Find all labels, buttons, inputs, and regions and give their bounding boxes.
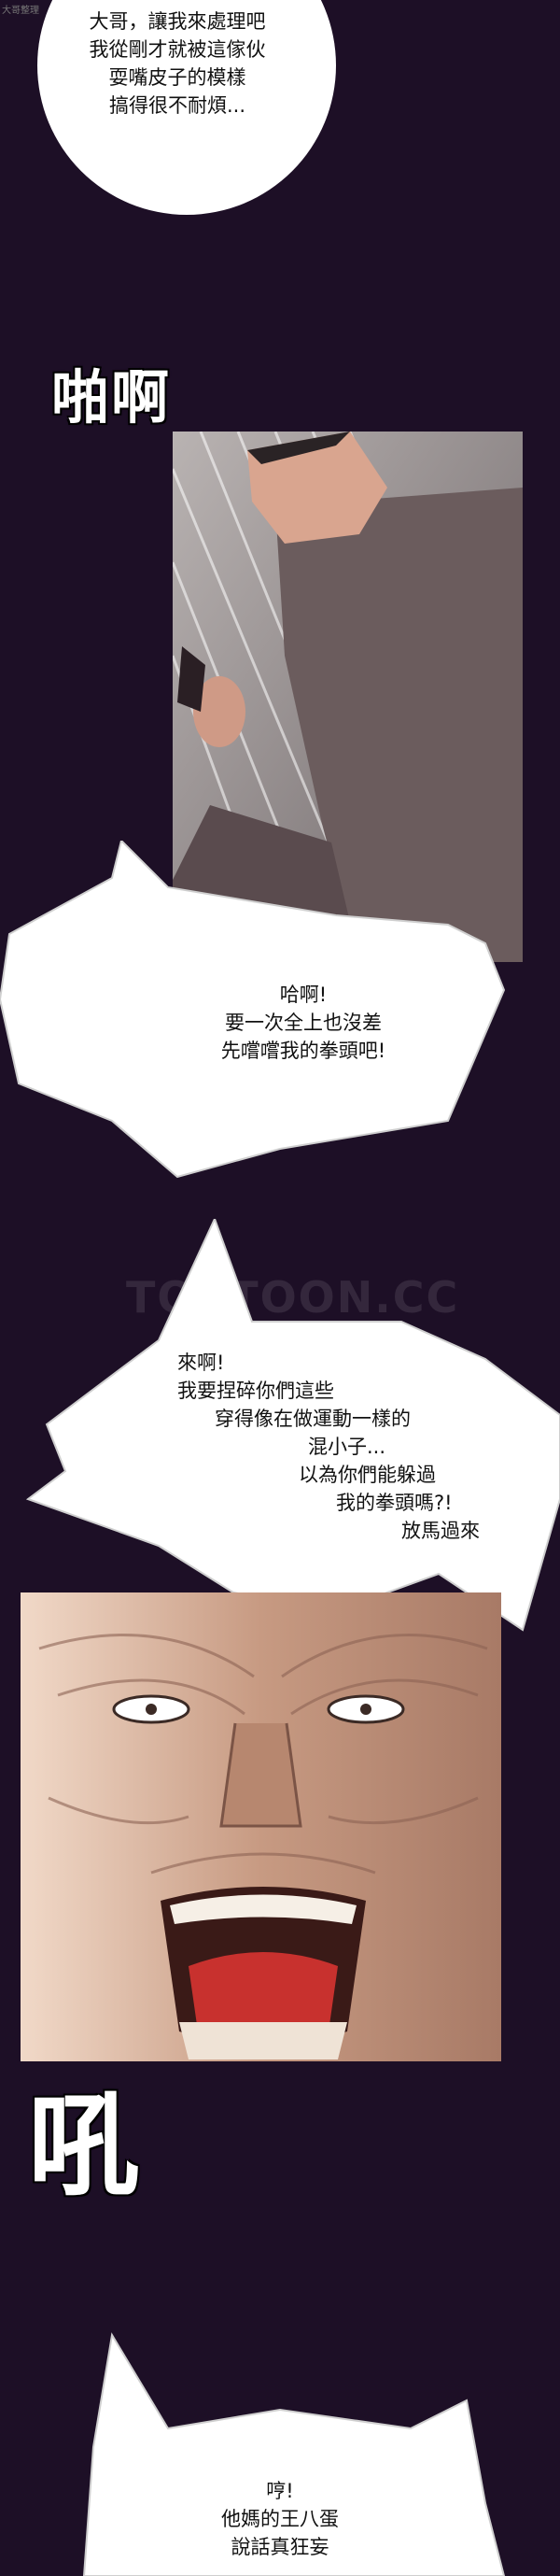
bubble-2-line: 哈啊! <box>279 984 328 1006</box>
sfx-slap: 啪啊 <box>51 363 172 432</box>
panel-1-illustration <box>173 432 523 962</box>
watermark-label: 大哥整理 <box>2 6 39 16</box>
bubble-2-line: 先嚐嚐我的拳頭吧! <box>220 1040 386 1062</box>
bubble-3-line: 混小子... <box>308 1436 386 1458</box>
bubble-4-line: 哼! <box>266 2480 294 2502</box>
bubble-3-text: 來啊! 我要捏碎你們這些 穿得像在做運動一樣的 混小子... 以為你們能躲過 我… <box>131 1349 532 1545</box>
bubble-4-line: 說話真狂妄 <box>231 2536 329 2558</box>
bubble-3-line: 來啊! <box>177 1352 225 1374</box>
bubble-1-line: 大哥，讓我來處理吧 <box>89 10 266 33</box>
bubble-4-text: 哼! 他媽的王八蛋 說話真狂妄 <box>187 2477 373 2561</box>
bubble-4-line: 他媽的王八蛋 <box>221 2508 339 2530</box>
bubble-1-line: 耍嘴皮子的模樣 <box>108 66 246 89</box>
bubble-3-line: 我的拳頭嗎?! <box>336 1492 453 1514</box>
bubble-3-line: 穿得像在做運動一樣的 <box>215 1408 411 1430</box>
speech-bubble-2 <box>0 841 506 1179</box>
panel-2-illustration <box>21 1592 501 2061</box>
bubble-1-line: 我從剛才就被這傢伙 <box>89 38 266 61</box>
bubble-2-line: 要一次全上也沒差 <box>225 1012 382 1034</box>
sfx-roar: 吼 <box>28 2082 140 2212</box>
bubble-3-line: 我要捏碎你們這些 <box>177 1380 334 1402</box>
speech-bubble-4 <box>82 2332 506 2576</box>
bubble-1-text: 大哥，讓我來處理吧 我從剛才就被這傢伙 耍嘴皮子的模樣 搞得很不耐煩... <box>37 7 317 120</box>
bubble-3-line: 以為你們能躲過 <box>299 1464 436 1486</box>
bubble-2-text: 哈啊! 要一次全上也沒差 先嚐嚐我的拳頭吧! <box>149 981 457 1065</box>
speech-bubble-1 <box>37 0 336 215</box>
bubble-3-line: 放馬過來 <box>401 1520 480 1542</box>
bubble-1-line: 搞得很不耐煩... <box>108 94 246 117</box>
speech-bubble-3 <box>25 1219 560 1632</box>
